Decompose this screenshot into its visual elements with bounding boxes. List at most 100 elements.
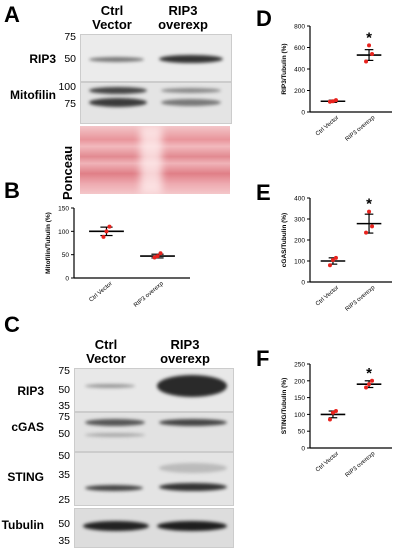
col2-line2: overexp xyxy=(158,17,208,32)
data-point xyxy=(155,254,160,259)
mw-50: 50 xyxy=(58,450,70,462)
chart-f: 0 50 100 150 200 250 STING/Tubulin (%) Ctrl Vec… xyxy=(281,362,392,479)
ponceau-stain xyxy=(80,126,230,194)
x-category-label: RIP3 overexp xyxy=(345,285,377,313)
blot-label-tubulin: Tubulin xyxy=(1,518,44,532)
panel-c-col2-label: RIP3 overexp xyxy=(150,338,220,366)
panel-e-letter: E xyxy=(256,180,271,205)
mw-75: 75 xyxy=(64,31,76,43)
data-point xyxy=(367,382,372,387)
y-tick-label: 200 xyxy=(294,378,305,385)
data-point xyxy=(364,385,369,390)
blot-label-rip3-c: RIP3 xyxy=(17,384,44,398)
y-tick-label: 400 xyxy=(294,67,305,74)
y-tick-label: 800 xyxy=(294,24,305,31)
data-point xyxy=(364,230,369,235)
data-point xyxy=(333,98,338,103)
blot-sting xyxy=(74,452,234,506)
panel-c-col1-label: Ctrl Vector xyxy=(76,338,136,366)
mw-50: 50 xyxy=(64,53,76,65)
y-tick-label: 0 xyxy=(301,110,305,117)
mw-25: 25 xyxy=(58,494,70,506)
x-category-label: Ctrl Vector xyxy=(315,285,340,308)
mw-75: 75 xyxy=(58,365,70,377)
x-category-label: Ctrl Vector xyxy=(88,281,113,304)
data-point xyxy=(327,417,332,422)
y-tick-label: 0 xyxy=(301,280,305,287)
data-point xyxy=(333,409,338,414)
panel-a-col2-label: RIP3 overexp xyxy=(148,4,218,32)
panel-a-letter: A xyxy=(4,2,20,27)
data-point xyxy=(330,257,335,262)
x-category-label: Ctrl Vector xyxy=(315,115,340,138)
panel-f-letter: F xyxy=(256,346,270,371)
data-point xyxy=(104,229,109,234)
blot-cgas xyxy=(74,412,234,452)
y-axis-label: cGAS/Tubulin (%) xyxy=(281,213,288,267)
y-tick-label: 400 xyxy=(294,196,305,203)
y-tick-label: 200 xyxy=(294,238,305,245)
chart-b: 0 50 100 150 Mitofilin/Tubulin (%) Ctrl Vecto… xyxy=(45,206,190,309)
mw-50: 50 xyxy=(58,384,70,396)
y-tick-label: 0 xyxy=(301,446,305,453)
mw-35: 35 xyxy=(58,400,70,412)
y-tick-label: 150 xyxy=(294,395,305,402)
col1-line1: Ctrl xyxy=(100,3,124,18)
y-axis-label: STING/Tubulin (%) xyxy=(281,378,288,435)
blot-label-rip3-a: RIP3 xyxy=(29,52,56,66)
x-category-label: RIP3 overexp xyxy=(133,281,165,309)
col2-line2: overexp xyxy=(160,351,210,366)
data-point xyxy=(330,410,335,415)
y-axis-label: Mitofilin/Tubulin (%) xyxy=(45,212,52,274)
data-point xyxy=(370,224,375,229)
chart-d: 0 200 400 600 800 RIP3/Tubulin (%) Ctrl Vector… xyxy=(281,24,392,143)
data-point xyxy=(107,224,112,229)
y-tick-label: 600 xyxy=(294,45,305,52)
blot-label-cgas: cGAS xyxy=(11,420,44,434)
panel-c-letter: C xyxy=(4,312,20,337)
mw-50: 50 xyxy=(58,428,70,440)
col1-line2: Vector xyxy=(86,351,126,366)
mw-100: 100 xyxy=(58,81,76,93)
col2-line1: RIP3 xyxy=(168,3,198,18)
col2-line1: RIP3 xyxy=(170,337,200,352)
data-point xyxy=(327,99,332,104)
y-tick-label: 0 xyxy=(65,276,69,283)
y-tick-label: 250 xyxy=(294,362,305,369)
blot-label-ponceau: Ponceau xyxy=(60,145,75,200)
x-category-label: RIP3 overexp xyxy=(345,451,377,479)
data-point xyxy=(330,99,335,104)
mw-75: 75 xyxy=(58,411,70,423)
significance-star: * xyxy=(366,29,372,46)
data-point xyxy=(101,234,106,239)
data-point xyxy=(364,59,369,64)
mw-35: 35 xyxy=(58,535,70,547)
x-category-label: Ctrl Vector xyxy=(315,451,340,474)
y-axis-label: RIP3/Tubulin (%) xyxy=(281,43,288,94)
data-point xyxy=(370,51,375,56)
y-tick-label: 50 xyxy=(62,252,70,259)
y-tick-label: 100 xyxy=(58,229,69,236)
y-tick-label: 50 xyxy=(298,429,306,436)
data-point xyxy=(158,251,163,256)
blot-tubulin xyxy=(74,508,234,548)
panel-d-letter: D xyxy=(256,6,272,31)
data-point xyxy=(333,255,338,260)
chart-e: 0 100 200 300 400 cGAS/Tubulin (%) Ctrl Vector… xyxy=(281,196,392,313)
blot-mitofilin xyxy=(80,82,232,124)
mw-35: 35 xyxy=(58,469,70,481)
blot-label-sting: STING xyxy=(7,470,44,484)
y-tick-label: 200 xyxy=(294,88,305,95)
panel-b-letter: B xyxy=(4,178,20,203)
data-point xyxy=(370,378,375,383)
col1-line1: Ctrl xyxy=(94,337,118,352)
data-point xyxy=(367,209,372,214)
y-tick-label: 300 xyxy=(294,217,305,224)
significance-star: * xyxy=(366,196,372,213)
panel-a-col1-label: Ctrl Vector xyxy=(82,4,142,32)
col1-line2: Vector xyxy=(92,17,132,32)
significance-star: * xyxy=(366,365,372,382)
y-tick-label: 150 xyxy=(58,206,69,213)
blot-rip3-a xyxy=(80,34,232,82)
x-category-label: RIP3 overexp xyxy=(345,115,377,143)
